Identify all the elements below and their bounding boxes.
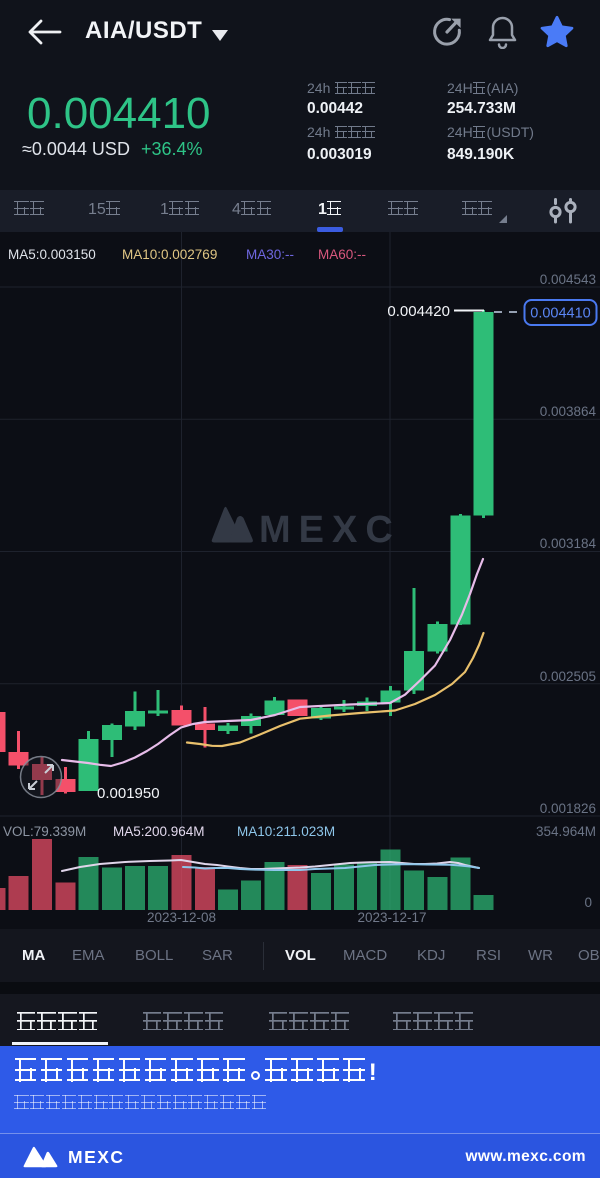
- svg-text:0.002505: 0.002505: [540, 669, 596, 684]
- svg-text:0.003864: 0.003864: [540, 404, 597, 419]
- svg-text:MEXC: MEXC: [259, 509, 401, 551]
- svg-text:MA5:0.003150: MA5:0.003150: [8, 247, 96, 262]
- svg-text:VOL:79.339M: VOL:79.339M: [3, 824, 86, 839]
- svg-text:MA10:211.023M: MA10:211.023M: [237, 824, 335, 839]
- svg-text:0.001950: 0.001950: [97, 785, 160, 802]
- svg-text:0.004420: 0.004420: [387, 303, 450, 320]
- svg-text:MA10:0.002769: MA10:0.002769: [122, 247, 217, 262]
- svg-text:354.964M: 354.964M: [536, 824, 596, 839]
- svg-text:MA60:--: MA60:--: [318, 247, 366, 262]
- svg-text:0.004543: 0.004543: [540, 272, 596, 287]
- svg-text:MA5:200.964M: MA5:200.964M: [113, 824, 205, 839]
- svg-text:0.001826: 0.001826: [540, 801, 596, 816]
- svg-text:0.004410: 0.004410: [530, 306, 590, 322]
- svg-text:0.003184: 0.003184: [540, 536, 597, 551]
- svg-text:MA30:--: MA30:--: [246, 247, 294, 262]
- svg-text:0: 0: [584, 895, 592, 910]
- svg-text:2023-12-08: 2023-12-08: [147, 910, 216, 925]
- svg-text:2023-12-17: 2023-12-17: [357, 910, 426, 925]
